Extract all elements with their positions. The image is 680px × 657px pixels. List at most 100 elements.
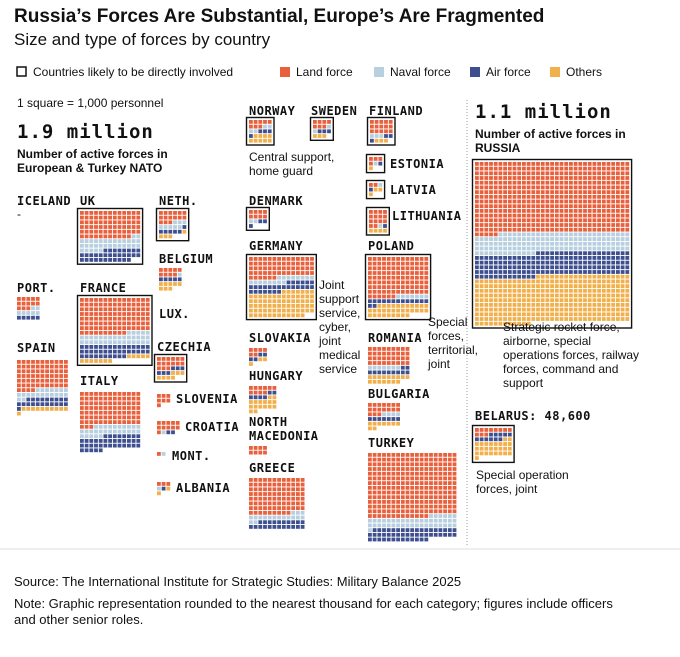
legend-swatch [550,67,560,77]
waffle-square [263,138,267,143]
waffle-square [388,129,393,134]
waffle-square [310,261,314,266]
waffle-square [531,237,536,241]
country-label: ESTONIA [390,157,445,171]
waffle-square [26,407,31,411]
waffle-square [272,266,277,271]
waffle-square [368,453,372,457]
waffle-square [583,166,587,171]
waffle-square [419,509,424,514]
waffle-square [373,214,378,219]
waffle-square [377,271,382,275]
waffle-square [136,321,141,326]
waffle-square [131,434,136,439]
waffle-square [564,232,569,237]
waffle-square [536,209,540,213]
waffle-square [277,304,281,308]
waffle-segment [383,224,387,228]
waffle-square [305,304,310,308]
waffle-square [424,495,429,500]
waffle-square [620,190,625,194]
waffle-square [368,365,372,370]
waffle-square [296,261,300,266]
waffle-square [161,357,166,361]
waffle-square [484,199,489,204]
waffle-square [108,424,112,429]
waffle-square [108,220,112,225]
waffle-square [438,504,443,509]
waffle-square [103,354,108,359]
waffle-square [263,525,267,529]
waffle-square [583,251,587,256]
waffle-square [163,234,168,239]
waffle-square [112,420,117,424]
waffle-square [267,289,272,294]
waffle-square [277,515,281,520]
waffle-square [177,229,182,234]
waffle-square [606,307,611,312]
waffle-square [391,370,396,375]
waffle-square [489,451,493,456]
waffle-square [391,462,396,467]
waffle-square [415,504,419,509]
waffle-square [443,485,447,490]
waffle-square [136,443,141,448]
waffle-square [443,528,447,532]
waffle-square [396,275,400,280]
waffle-square [391,285,396,289]
waffle-square [597,284,601,288]
waffle-segment [80,330,150,345]
waffle-square [559,279,564,284]
waffle-square [507,288,512,293]
waffle-square [415,490,419,495]
waffle-square [372,275,377,280]
waffle-square [94,229,98,234]
involved-outline [365,206,390,236]
waffle-square [592,251,597,256]
waffle-square [249,124,253,129]
waffle-square [512,241,517,246]
waffle-segment [80,211,141,239]
waffle-square [606,223,611,227]
waffle-square [136,248,141,253]
waffle-segment [80,298,150,335]
country-label: ROMANIA [368,331,423,345]
waffle-square [286,520,291,525]
waffle-square [545,171,550,176]
waffle-square [410,504,415,509]
waffle-square [80,321,84,326]
waffle-square [564,256,569,260]
waffle-square [291,294,296,299]
waffle-square [452,471,457,476]
waffle-square [475,437,479,442]
waffle-square [611,265,616,270]
waffle-square [625,251,630,256]
waffle-square [424,504,429,509]
waffle-square [507,176,512,180]
waffle-square [611,171,616,176]
waffle-square [550,218,554,223]
waffle-square [263,400,267,404]
waffle-square [377,412,382,417]
waffle-square [21,383,26,388]
waffle-square [136,439,141,443]
waffle-square [479,317,484,321]
waffle-square [419,476,424,481]
waffle-square [108,243,112,248]
waffle-square [517,162,522,166]
waffle-square [108,302,112,307]
waffle-square [272,404,277,409]
waffle-square [512,204,517,209]
waffle-square [545,260,550,265]
waffle-square [526,232,531,237]
waffle-square [377,308,382,313]
waffle-square [117,335,122,340]
waffle-square [94,439,98,443]
waffle-square [550,246,554,251]
waffle-square [40,388,45,392]
waffle-square [291,487,296,492]
waffle-square [443,462,447,467]
waffle-square [175,361,180,366]
waffle-segment [368,453,457,518]
waffle-square [277,275,281,280]
